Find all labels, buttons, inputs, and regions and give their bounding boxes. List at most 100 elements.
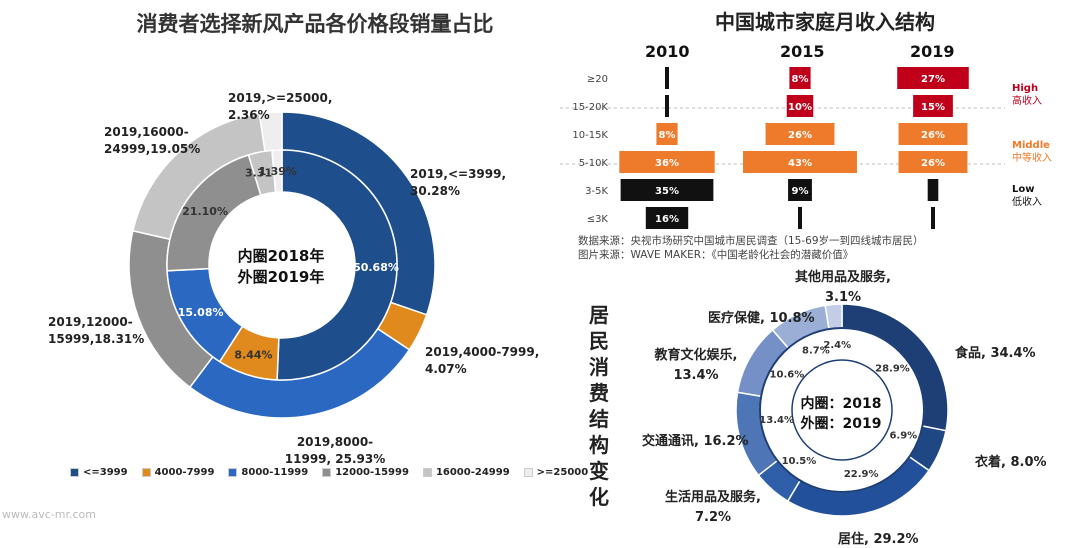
left-inner-label-1: 8.44% [234,349,272,362]
funnel-value-2010-2: 8% [659,130,676,141]
source-line-2: 图片来源：WAVE MAKER：《中国老龄化社会的潜藏价值》 [578,249,854,261]
right-center-line1: 内圈：2018 [800,396,882,412]
legend-item-1: 4000-7999 [141,467,214,478]
legend-swatch-5 [523,468,533,477]
vertical-title-char-3: 费 [589,381,609,405]
left-outer-label-2: 2019,8000- 11999, 25.93% [270,434,400,468]
funnel-bar-2010-5 [645,207,689,229]
legend-item-0: <=3999 [70,467,128,478]
funnel-value-2010-4: 35% [655,186,679,197]
funnel-bar-2019-2 [898,123,968,145]
funnel-value-2015-0: 8% [792,74,809,85]
left-outer-label-2-line1: 2019,8000- [296,435,374,449]
vertical-title-char-6: 变 [589,459,609,483]
consume-inner-slice-7 [829,329,843,360]
consume-outer-label-7: 其他用品及服务, 3.1% [788,268,898,308]
left-chart-title: 消费者选择新风产品各价格段销量占比 [136,12,494,36]
legend-swatch-0 [70,468,79,477]
legend-label-3: 12000-15999 [335,467,409,478]
source-line-1: 数据来源：央视市场研究中国城市居民调查（15-69岁一到四线城市居民） [578,235,924,247]
vertical-title-char-0: 居 [589,303,609,327]
funnel-bar-2015-3 [743,151,857,173]
funnel-value-2015-4: 9% [792,186,809,197]
consume-inner-label-4: 13.4% [759,415,794,426]
consume-outer-label-5-line1: 教育文化娱乐, [654,348,738,363]
funnel-value-2019-3: 26% [921,158,945,169]
funnel-value-2015-3: 43% [788,158,812,169]
funnel-bar-2019-1 [913,95,953,117]
vertical-title-char-7: 化 [589,485,609,509]
consume-outer-label-3: 生活用品及服务, 7.2% [648,488,778,528]
left-outer-label-5: 2019,>=25000, 2.36% [228,90,332,124]
consume-center-border [791,359,893,461]
funnel-row-label-4: 3-5K [585,186,608,197]
funnel-value-2015-2: 26% [788,130,812,141]
funnel-value-2019-2: 26% [921,130,945,141]
funnel-value-2015-1: 10% [788,102,812,113]
consume-inner-label-5: 10.6% [770,370,805,381]
left-outer-label-3-line2: 15999,18.31% [48,332,145,346]
funnel-bar-2010-4 [620,179,714,201]
right-center-label: 内圈：2018 外圈：2019 [786,393,896,433]
left-outer-label-2-line2: 11999, 25.93% [284,452,386,466]
level-low-zh: 低收入 [1012,197,1042,208]
left-outer-label-4: 2019,16000- 24999,19.05% [104,124,200,158]
level-high-en: High [1012,83,1039,94]
left-outer-label-0-line1: 2019,<=3999, [410,167,507,181]
level-high-zh: 高收入 [1012,96,1042,107]
funnel-bar-2019-4 [927,179,939,201]
consume-outer-label-0: 食品, 34.4% [955,346,1036,361]
funnel-bar-2010-3 [619,151,715,173]
funnel-bar-2019-5-stub [931,207,935,229]
consume-outer-label-2: 居住, 29.2% [838,532,919,547]
level-high: High 高收入 [1012,82,1042,108]
funnel-bar-2019-3 [898,151,968,173]
left-inner-label-3: 21.10% [182,205,228,218]
consume-outer-label-3-line2: 7.2% [694,510,732,525]
left-inner-label-0: 50.68% [353,261,399,274]
left-legend: <=3999 4000-7999 8000-11999 12000-15999 1600… [70,467,588,478]
legend-swatch-4 [422,468,432,477]
legend-item-4: 16000-24999 [422,467,510,478]
funnel-chart: ≥20 15-20K 10-15K 5-10K 3-5K ≤3K 8% 36% 35% 16% 8%… [560,67,1005,229]
consumption-donut-chart: 28.9% 6.9% 22.9% 10.5% 13.4% 10.6% 8.7%2.4% [735,303,949,517]
left-outer-label-4-line2: 24999,19.05% [104,142,201,156]
funnel-bar-2015-2 [765,123,835,145]
legend-item-2: 8000-11999 [228,467,308,478]
consume-inner-label-0: 28.9% [875,363,910,374]
left-center-label: 内圈2018年 外圈2019年 [226,245,336,287]
vertical-title-char-4: 结 [589,407,609,431]
funnel-row-label-5: ≤3K [587,214,609,225]
funnel-bar-2010-2 [656,123,678,145]
funnel-value-2019-0: 27% [921,74,945,85]
left-outer-label-1-line1: 2019,4000-7999, [425,345,540,359]
left-inner-label-2: 15.08% [178,306,224,319]
consume-outer-label-7-line1: 其他用品及服务, [795,270,891,285]
level-middle: Middle 中等收入 [1012,139,1052,165]
vertical-title-char-5: 构 [589,433,609,457]
legend-swatch-3 [322,468,332,477]
consume-outer-label-7-line2: 3.1% [824,290,862,305]
consume-outer-label-6: 医疗保健, 10.8% [708,311,815,326]
legend-item-5: >=25000 [523,467,589,478]
legend-label-5: >=25000 [536,467,589,478]
left-outer-label-5-line2: 2.36% [228,108,270,122]
consume-inner-label-6: 8.7% [802,345,830,356]
consume-inner-label-2: 22.9% [844,469,879,480]
consumption-vertical-title: 居民消费结构变化 [586,302,612,510]
left-inner-label-5: 1.39% [259,165,297,178]
left-outer-label-5-line1: 2019,>=25000, [228,91,333,105]
level-low-en: Low [1012,184,1035,195]
legend-swatch-2 [228,468,238,477]
funnel-row-label-3: 5-10K [579,158,609,169]
funnel-bar-2010-0-stub [665,67,669,89]
left-outer-label-1-line2: 4.07% [425,362,467,376]
consume-outer-label-5-line2: 13.4% [673,368,719,383]
funnel-bar-2015-4 [788,179,812,201]
funnel-row-label-1: 15-20K [572,102,608,113]
level-middle-en: Middle [1012,140,1050,151]
consume-inner-label-1: 6.9% [889,430,917,441]
consume-inner-label-3: 10.5% [782,456,817,467]
year-2019: 2019 [910,42,955,61]
consume-outer-label-1: 衣着, 8.0% [975,455,1047,470]
